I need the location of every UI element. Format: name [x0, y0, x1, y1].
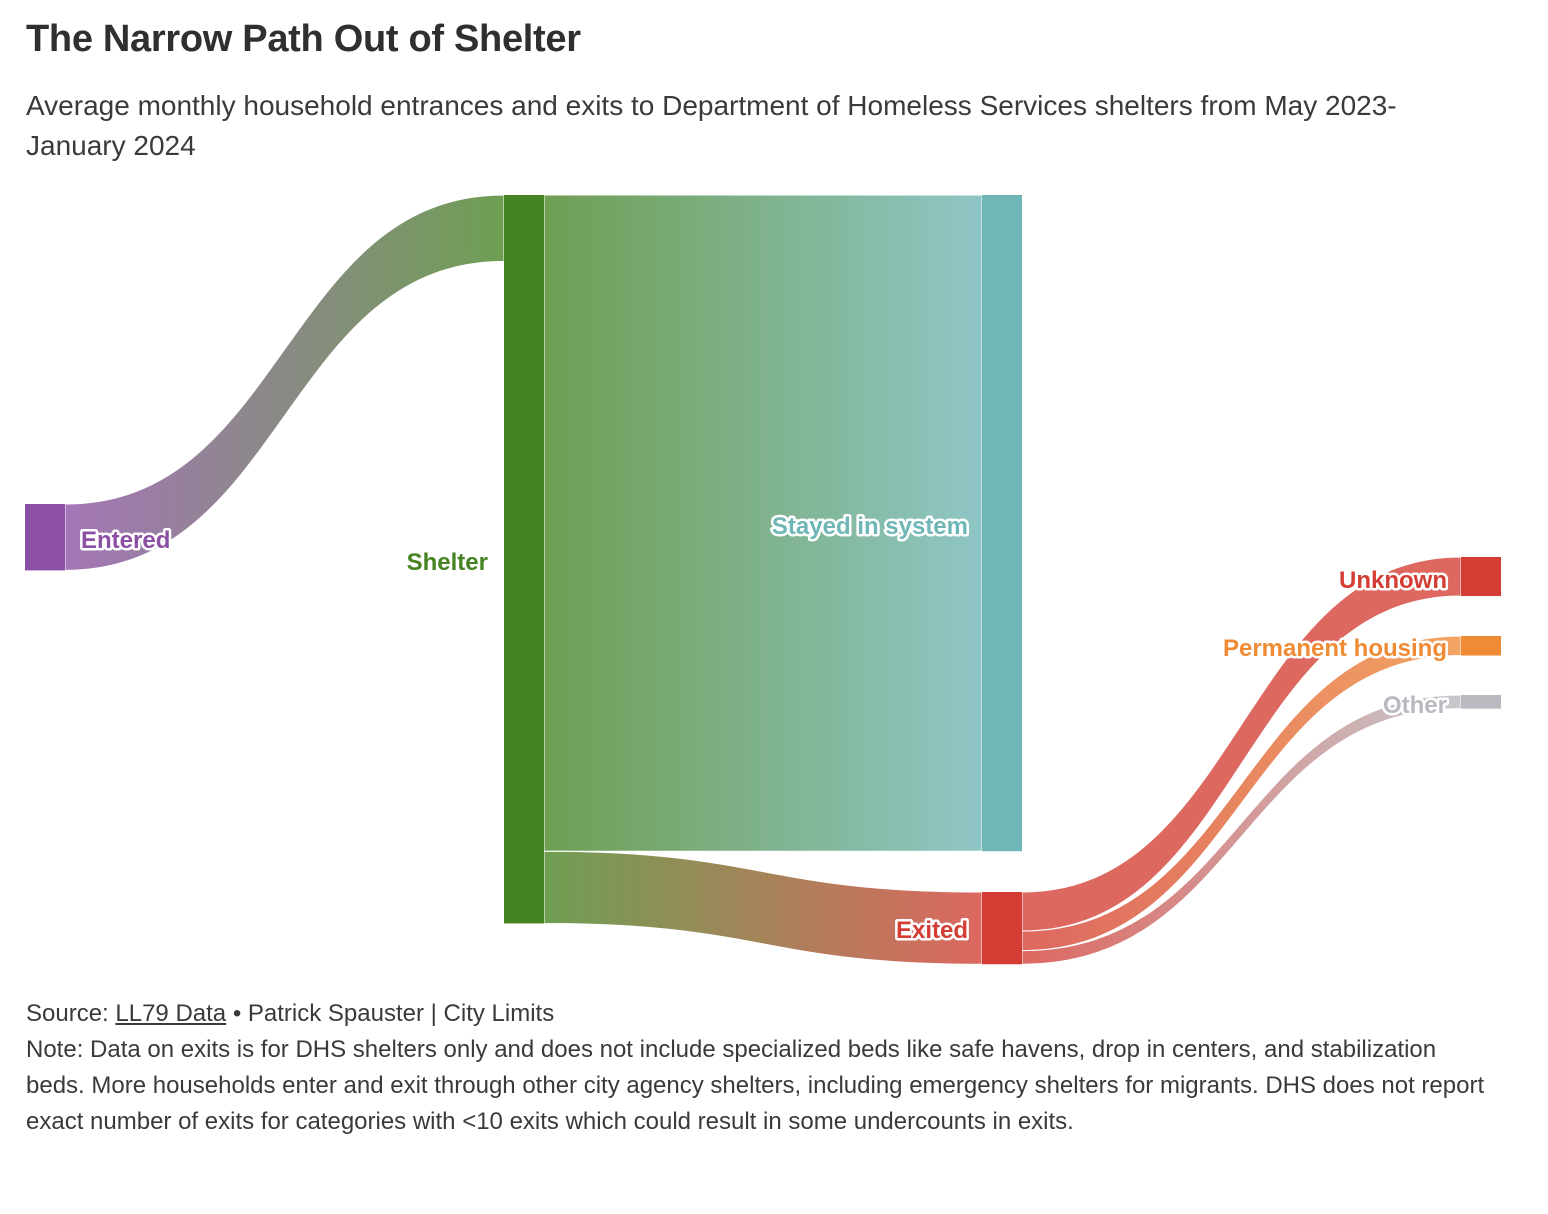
label-stayed: Stayed in system	[772, 513, 968, 540]
node-shelter	[504, 195, 544, 924]
node-unknown	[1461, 557, 1501, 597]
node-exited	[982, 892, 1022, 965]
chart-subtitle: Average monthly household entrances and …	[26, 90, 1397, 161]
label-other: Other	[1383, 692, 1447, 719]
label-shelter: Shelter	[407, 549, 488, 576]
label-unknown: Unknown	[1339, 567, 1447, 594]
link-entered-to-shelter	[64, 194, 505, 571]
chart-note: Note: Data on exits is for DHS shelters …	[26, 1036, 1485, 1135]
node-entered	[25, 504, 65, 571]
source-line: Source: LL79 Data • Patrick Spauster | C…	[26, 996, 1496, 1032]
node-stayed	[982, 195, 1022, 852]
node-permanent	[1461, 636, 1501, 656]
label-exited: Exited	[896, 917, 968, 944]
node-other	[1461, 695, 1501, 709]
source-prefix: Source:	[26, 1000, 116, 1027]
label-permanent: Permanent housing	[1223, 635, 1447, 662]
source-link[interactable]: LL79 Data	[115, 1000, 227, 1027]
source-suffix: • Patrick Spauster | City Limits	[226, 1000, 555, 1027]
chart-title: The Narrow Path Out of Shelter	[26, 18, 581, 60]
link-shelter-to-exited	[543, 850, 983, 965]
label-entered: Entered	[81, 527, 170, 554]
chart-footer: Source: LL79 Data • Patrick Spauster | C…	[26, 996, 1496, 1140]
link-exited-to-unknown	[1021, 556, 1462, 932]
